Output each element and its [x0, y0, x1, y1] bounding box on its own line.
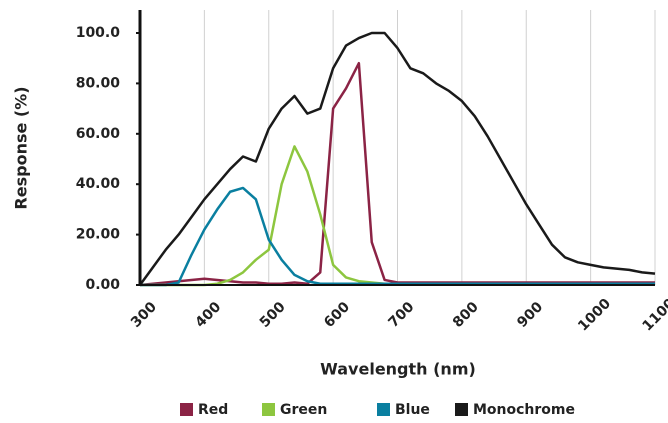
- legend-swatch: [262, 403, 275, 416]
- x-tick-label: 500: [257, 299, 289, 331]
- series-line: [138, 31, 656, 286]
- y-tick-label: 60.00: [76, 126, 121, 142]
- x-tick-label: 400: [192, 299, 224, 331]
- y-axis-title: Response (%): [12, 86, 31, 209]
- legend-swatch: [455, 403, 468, 416]
- legend-label: Blue: [395, 402, 430, 418]
- legend-label: Red: [198, 402, 228, 418]
- x-tick-label: 700: [386, 299, 418, 331]
- x-tick-label: 1000: [575, 295, 614, 334]
- x-tick-label: 1100: [640, 295, 668, 334]
- y-tick-label: 100.0: [76, 25, 121, 41]
- legend-swatch: [377, 403, 390, 416]
- series-line: [140, 186, 655, 287]
- y-tick-label: 80.00: [76, 75, 121, 91]
- y-tick-label: 40.00: [76, 176, 121, 192]
- x-tick-label: 600: [321, 299, 353, 331]
- x-tick-label: 800: [450, 299, 482, 331]
- legend-label: Monochrome: [473, 402, 575, 418]
- x-axis-title: Wavelength (nm): [320, 360, 476, 379]
- y-tick-label: 0.00: [85, 277, 120, 293]
- legend-swatch: [180, 403, 193, 416]
- legend-label: Green: [280, 402, 327, 418]
- y-tick-label: 20.00: [76, 227, 121, 243]
- x-tick-label: 900: [514, 299, 546, 331]
- x-tick-label: 300: [128, 299, 160, 331]
